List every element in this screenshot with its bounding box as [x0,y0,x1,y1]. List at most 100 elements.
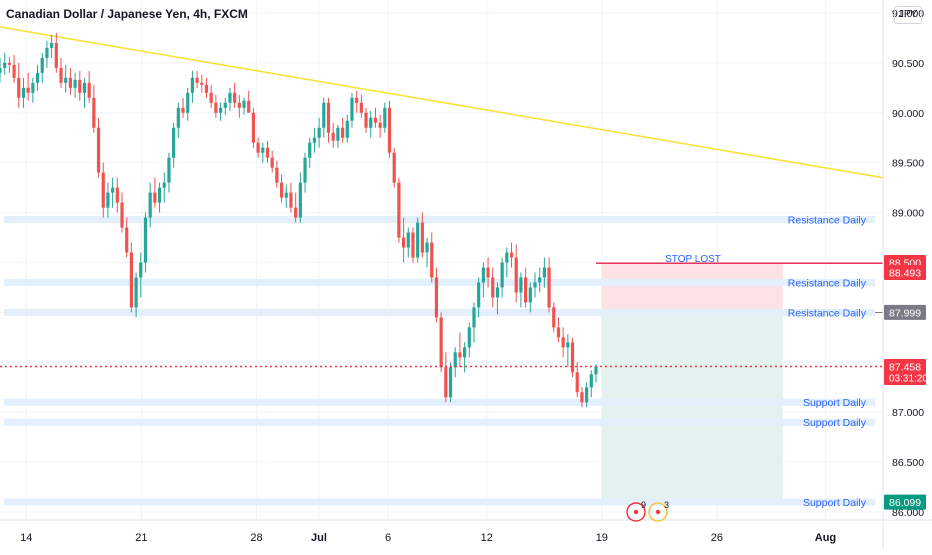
candle-body [547,267,551,308]
candle-body [270,157,274,168]
zone-label: Support Daily [803,417,867,429]
y-tick-label: 91.000 [892,8,924,20]
candle-body [472,307,476,328]
candle [547,257,551,313]
x-tick-label: 6 [385,532,391,544]
candle [369,110,373,138]
candle [139,252,143,298]
candle [411,227,415,263]
candle-body [223,102,227,108]
candle-body [509,252,514,258]
candle [373,107,378,128]
candle [434,267,439,323]
candle [228,87,232,111]
price-tag [884,358,926,385]
candle [261,142,265,163]
candle [64,64,68,93]
candle [125,217,129,258]
candle [92,84,96,133]
candle [176,102,180,138]
candle [500,257,504,298]
candle-body [355,97,359,103]
candle [519,272,523,308]
candle-body [552,307,556,328]
candle [289,182,293,213]
candle-body [585,387,589,403]
candle-body [448,367,453,398]
candle [345,114,349,143]
zone-label: Resistance Daily [788,215,867,227]
candle-body [17,77,21,98]
price-tag [884,264,926,280]
zone-label: Resistance Daily [788,277,867,289]
currency-button[interactable]: JPY [894,6,922,24]
candle-body [383,107,387,128]
candle [462,342,467,373]
candle [120,192,124,233]
zone-band [4,498,875,506]
watermark-badge-dot [655,509,661,515]
candle [575,362,579,398]
candle-body [265,147,270,158]
candle-body [50,42,54,48]
candle [50,34,54,58]
candle-body [331,132,335,141]
candle-body [434,277,439,318]
candle-body [162,182,166,188]
candle [96,117,101,178]
candle-body [68,77,72,88]
candle [294,192,298,223]
candle-body [92,97,96,128]
candle [68,67,72,95]
candle [453,347,457,378]
watermark-digit: 3 [664,500,669,510]
candle [204,77,209,98]
y-tick-label: 90.500 [892,58,924,70]
candle-body [167,157,171,183]
x-tick-label: Jul [311,532,327,544]
candle-body [556,327,561,338]
zone-band [4,278,875,286]
candle-body [519,277,523,293]
candle [31,77,35,103]
candle-body [261,147,265,153]
candle-body [209,92,213,103]
candle [322,97,326,138]
candle [218,102,223,121]
candle-body [430,242,434,278]
candle [21,77,26,108]
candle-body [458,352,462,358]
candle [101,162,105,218]
candle [556,317,561,343]
price-tag-countdown: 03:31:20 [889,373,928,384]
candle-body [326,102,331,133]
candle [247,90,251,113]
candle-body [190,77,195,93]
candle-body [0,67,2,73]
candle [472,302,476,343]
candle [279,174,284,203]
candle [505,247,509,278]
y-tick-label: 89.000 [892,208,924,220]
candle [3,52,7,75]
candle [190,70,195,103]
candle-body [594,366,598,375]
candle-body [82,82,87,93]
watermark-badge-icon [648,502,668,522]
candle [0,57,2,83]
candle [481,262,485,298]
candle-body [31,82,35,93]
candle-body [45,47,49,58]
candle-body [195,77,199,83]
candle-body [350,97,354,121]
candle-body [256,142,260,153]
candle [594,364,598,383]
candle-body [3,62,7,68]
candle-body [505,252,509,263]
zone-band [4,418,875,426]
price-tag [884,304,926,320]
candle [200,74,204,93]
candle [40,52,44,83]
candle [111,177,115,208]
